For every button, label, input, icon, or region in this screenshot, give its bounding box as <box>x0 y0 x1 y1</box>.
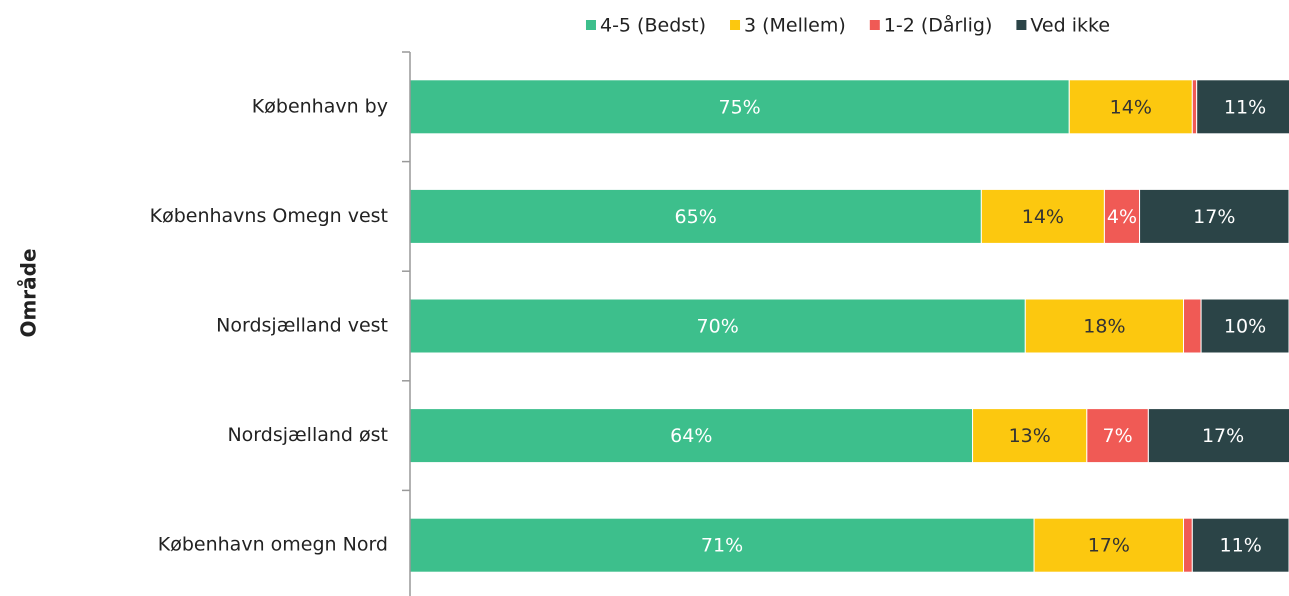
data-label: 71% <box>701 535 743 557</box>
legend-label: 4-5 (Bedst) <box>600 15 706 37</box>
bar-segment <box>409 188 982 244</box>
legend-label: Ved ikke <box>1030 15 1110 37</box>
data-label: 10% <box>1224 316 1266 338</box>
data-label: 17% <box>1202 425 1244 447</box>
y-tick-label: Københavns Omegn vest <box>150 205 388 227</box>
legend-swatch <box>869 20 880 30</box>
data-label: 18% <box>1083 316 1125 338</box>
bar-segment <box>409 408 974 464</box>
data-label: 64% <box>670 425 712 447</box>
legend-swatch <box>730 20 741 30</box>
legend-label: 1-2 (Dårlig) <box>884 14 993 37</box>
y-tick-label: København by <box>252 95 388 117</box>
legend-label: 3 (Mellem) <box>744 15 846 37</box>
data-label: 17% <box>1193 206 1235 228</box>
bar-segment <box>1033 517 1185 573</box>
legend-swatch <box>1016 20 1027 30</box>
data-label: 65% <box>675 206 717 228</box>
bar-segment <box>1086 408 1149 464</box>
bar-segment <box>1147 408 1289 464</box>
data-label: 70% <box>697 316 739 338</box>
y-tick-label: København omegn Nord <box>158 534 388 556</box>
bar-segment <box>1068 79 1193 135</box>
bar-segment <box>1191 517 1289 573</box>
bar-segment <box>1191 79 1198 135</box>
bar-segment <box>980 188 1105 244</box>
data-label: 17% <box>1088 535 1130 557</box>
bar-segment <box>1139 188 1289 244</box>
data-label: 13% <box>1009 425 1051 447</box>
legend-swatch <box>585 20 596 30</box>
bar-segment <box>1200 298 1289 354</box>
data-label: 11% <box>1220 535 1262 557</box>
data-label: 4% <box>1107 206 1137 228</box>
bar-segment <box>409 79 1070 135</box>
bar-segment <box>409 517 1035 573</box>
y-tick-label: Nordsjælland vest <box>216 315 388 337</box>
bar-segment <box>1183 298 1202 354</box>
bar-segment <box>972 408 1088 464</box>
data-label: 75% <box>719 96 761 118</box>
data-label: 14% <box>1022 206 1064 228</box>
bar-segment <box>1183 517 1193 573</box>
y-axis-title: Område <box>17 248 41 337</box>
bar-segment <box>1196 79 1289 135</box>
data-label: 11% <box>1224 96 1266 118</box>
data-label: 14% <box>1110 96 1152 118</box>
y-tick-label: Nordsjælland øst <box>227 424 388 446</box>
data-label: 7% <box>1103 425 1133 447</box>
